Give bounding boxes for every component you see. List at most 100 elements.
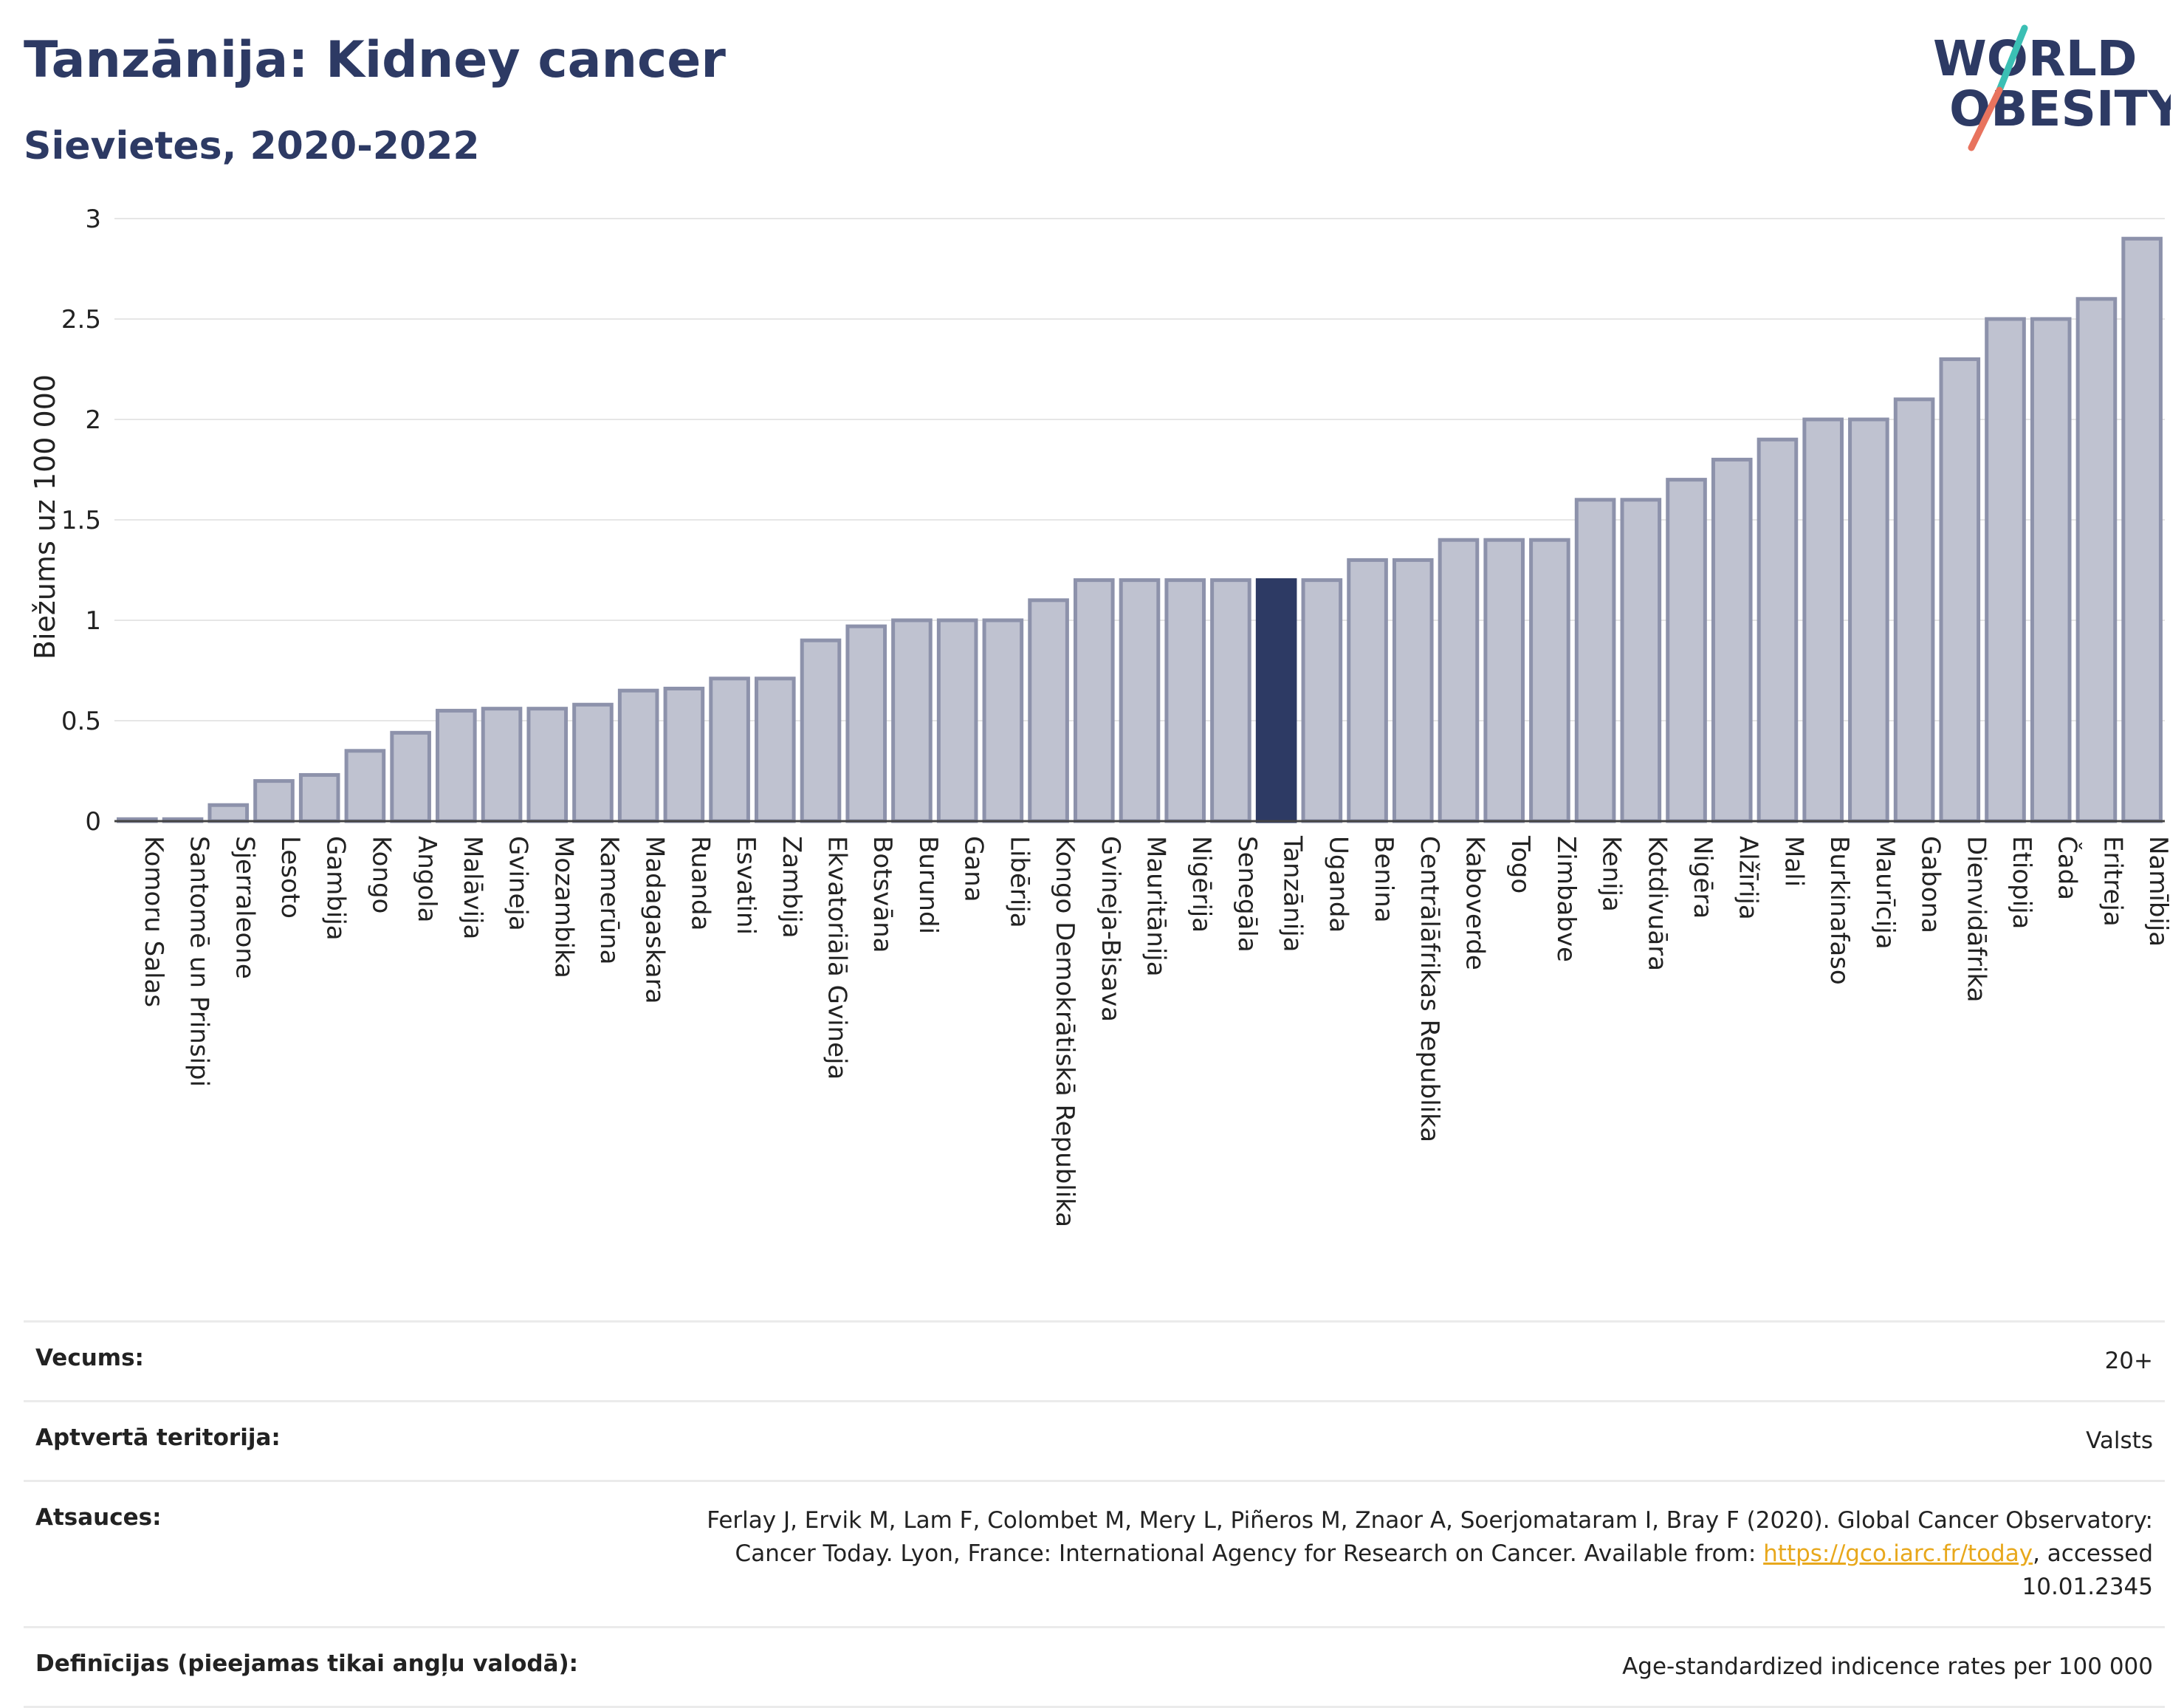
x-tick-label: Gana	[959, 836, 989, 902]
axes: 0 0.5 1 1.5 2 2.5 3 Komoru Salas Santomē un Prin…	[61, 205, 2173, 1227]
y-axis-label: Biežums uz 100 000	[29, 374, 61, 659]
bar-gabona	[1893, 397, 1935, 823]
world-obesity-logo: WORLD OBESITY	[1933, 24, 2171, 151]
bar-gambija	[298, 772, 340, 823]
bar-ekvatoriālā-gvineja	[800, 638, 842, 823]
x-tick-label: Madagaskara	[640, 836, 670, 1004]
x-tick-label: Malāvija	[458, 836, 487, 939]
x-tick-label: Tanzānija	[1278, 835, 1308, 952]
bar-eritreja	[2075, 297, 2118, 823]
x-tick-label: Gabona	[1916, 836, 1946, 933]
bar-chart: 0 0.5 1 1.5 2 2.5 3 Komoru Salas Santomē un Prin…	[29, 205, 2173, 1227]
info-row-age: Vecums: 20+	[24, 1320, 2165, 1400]
y-tick-label: 3	[85, 205, 101, 234]
bar-gvineja	[481, 707, 523, 823]
coverage-value: Valsts	[2086, 1427, 2153, 1454]
y-tick-label: 2	[85, 405, 101, 435]
bar-sjerraleone	[207, 803, 250, 823]
logo-slash-teal	[1996, 24, 2028, 94]
x-tick-label: Togo	[1505, 835, 1535, 894]
bar-mozambika	[526, 707, 569, 823]
bar-maurīcija	[1848, 417, 1889, 823]
bar-namībija	[2121, 236, 2163, 823]
bar-nigērija	[1164, 578, 1206, 823]
x-tick-label: Etiopija	[2007, 836, 2036, 929]
bar-libērija	[982, 618, 1024, 823]
bar-zambija	[755, 676, 796, 823]
x-tick-label: Lesoto	[275, 836, 305, 919]
x-tick-label: Kotdivuāra	[1642, 836, 1672, 971]
y-tick-label: 1	[85, 606, 101, 636]
references-label: Atsauces:	[35, 1503, 162, 1531]
x-tick-label: Eritreja	[2098, 836, 2127, 927]
x-tick-label: Nigēra	[1688, 836, 1717, 919]
page-title: Tanzānija: Kidney cancer	[24, 31, 726, 89]
bar-mauritānija	[1119, 578, 1161, 823]
bar-mali	[1757, 437, 1799, 823]
bar-angola	[390, 730, 431, 823]
age-label: Vecums:	[35, 1345, 144, 1371]
x-tick-label: Burkinafaso	[1824, 836, 1854, 985]
info-table: Vecums: 20+ Aptvertā teritorija: Valsts …	[24, 1320, 2165, 1708]
x-tick-label: Gambija	[321, 836, 351, 941]
references-text: Ferlay J, Ervik M, Lam F, Colombet M, Me…	[707, 1506, 2153, 1567]
x-tick-label: Libērija	[1004, 836, 1034, 928]
bar-gana	[936, 618, 978, 823]
x-tick-label: Esvatini	[731, 836, 760, 935]
bar-botsvāna	[845, 624, 887, 823]
x-tick-label: Santomē un Prinsipi	[185, 836, 214, 1087]
x-tick-label: Kongo	[366, 836, 396, 913]
x-tick-label: Centrālāfrikas Republika	[1415, 836, 1444, 1142]
x-tick-label: Benina	[1369, 836, 1398, 923]
logo-slash-coral	[1968, 86, 2003, 151]
x-tick-label: Sjerraleone	[230, 836, 259, 979]
bar-kaboverde	[1438, 538, 1480, 823]
bar-burundi	[891, 618, 933, 823]
y-tick-label: 1.5	[61, 506, 101, 535]
x-tick-label: Botsvāna	[868, 836, 897, 953]
bar-kamerūna	[572, 702, 614, 823]
references-link[interactable]: https://gco.iarc.fr/today	[1763, 1540, 2033, 1567]
bar-senegāla	[1210, 578, 1251, 823]
bar-madagaskara	[617, 688, 659, 823]
x-tick-label: Burundi	[913, 836, 943, 934]
x-tick-label: Mozambika	[549, 836, 578, 978]
bar-alžīrija	[1711, 457, 1753, 823]
bar-gvineja-bisava	[1073, 578, 1115, 823]
bar-kongo-demokrātiskā-republika	[1028, 598, 1069, 823]
x-tick-label: Kaboverde	[1460, 836, 1489, 970]
y-tick-label: 0.5	[61, 707, 101, 736]
x-tick-label: Čada	[2053, 836, 2083, 900]
coverage-label: Aptvertā teritorija:	[35, 1424, 281, 1451]
x-tick-label: Mali	[1779, 836, 1808, 887]
info-row-references: Atsauces: Ferlay J, Ervik M, Lam F, Colo…	[24, 1479, 2165, 1626]
bar-esvatini	[709, 676, 750, 823]
bar-zimbabve	[1529, 538, 1570, 823]
x-tick-label: Senegāla	[1232, 836, 1262, 953]
bar-togo	[1483, 538, 1525, 823]
x-tick-label: Angola	[412, 836, 442, 922]
logo-line-2: OBESITY	[1949, 80, 2171, 137]
x-tick-label: Mauritānija	[1141, 836, 1171, 977]
age-value: 20+	[2104, 1348, 2153, 1374]
x-tick-label: Dienvidāfrika	[1961, 836, 1991, 1002]
bar-čada	[2030, 317, 2072, 823]
bar-dienvidāfrika	[1939, 357, 1981, 823]
bar-benina	[1347, 558, 1388, 823]
references-accessed: , accessed 10.01.2345	[2022, 1540, 2154, 1600]
y-tick-label: 2.5	[61, 305, 101, 335]
bar-etiopija	[1985, 317, 2026, 823]
bar-kotdivuāra	[1620, 498, 1662, 823]
x-tick-label: Uganda	[1323, 836, 1353, 933]
bar-uganda	[1301, 578, 1343, 823]
logo-line-1: WORLD	[1933, 30, 2137, 87]
bar-tanzānija	[1255, 578, 1297, 823]
page-subtitle: Sievietes, 2020-2022	[24, 124, 480, 168]
bar-malāvija	[436, 708, 477, 823]
bar-nigēra	[1666, 478, 1707, 823]
x-tick-label: Maurīcija	[1870, 836, 1900, 950]
definitions-label: Definīcijas (pieejamas tikai angļu valod…	[35, 1650, 579, 1677]
x-tick-label: Kamerūna	[594, 836, 624, 964]
bar-ruanda	[663, 686, 705, 823]
bar-lesoto	[253, 779, 295, 823]
